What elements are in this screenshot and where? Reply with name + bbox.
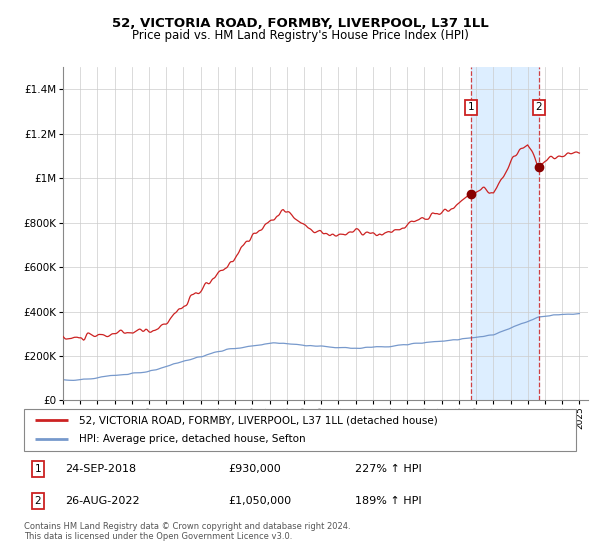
Text: Contains HM Land Registry data © Crown copyright and database right 2024.
This d: Contains HM Land Registry data © Crown c…: [24, 522, 350, 542]
Text: 26-AUG-2022: 26-AUG-2022: [65, 496, 140, 506]
Text: 52, VICTORIA ROAD, FORMBY, LIVERPOOL, L37 1LL (detached house): 52, VICTORIA ROAD, FORMBY, LIVERPOOL, L3…: [79, 415, 438, 425]
Text: 2: 2: [535, 102, 542, 112]
Text: £1,050,000: £1,050,000: [228, 496, 292, 506]
Text: Price paid vs. HM Land Registry's House Price Index (HPI): Price paid vs. HM Land Registry's House …: [131, 29, 469, 42]
Text: 227% ↑ HPI: 227% ↑ HPI: [355, 464, 422, 474]
Text: 1: 1: [468, 102, 475, 112]
Text: 24-SEP-2018: 24-SEP-2018: [65, 464, 137, 474]
Text: HPI: Average price, detached house, Sefton: HPI: Average price, detached house, Seft…: [79, 435, 306, 445]
Text: 2: 2: [34, 496, 41, 506]
Text: 189% ↑ HPI: 189% ↑ HPI: [355, 496, 422, 506]
Text: 52, VICTORIA ROAD, FORMBY, LIVERPOOL, L37 1LL: 52, VICTORIA ROAD, FORMBY, LIVERPOOL, L3…: [112, 17, 488, 30]
Text: 1: 1: [34, 464, 41, 474]
Text: £930,000: £930,000: [228, 464, 281, 474]
FancyBboxPatch shape: [24, 409, 576, 451]
Bar: [471, 67, 539, 400]
